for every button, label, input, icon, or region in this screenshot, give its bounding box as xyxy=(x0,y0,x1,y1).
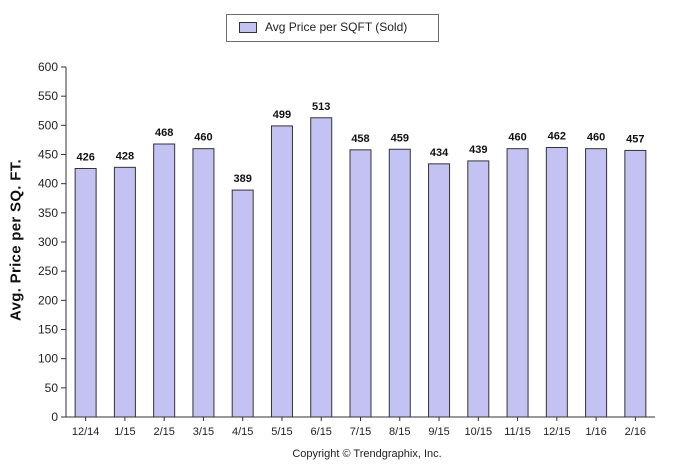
data-label: 460 xyxy=(587,132,605,144)
y-tick-label: 100 xyxy=(38,352,58,366)
y-tick-label: 500 xyxy=(38,118,58,132)
data-label: 513 xyxy=(312,101,330,113)
bar-2/16 xyxy=(624,149,647,418)
x-tick-label: 4/15 xyxy=(232,426,253,438)
y-tick-label: 350 xyxy=(38,206,58,220)
bar-5/15 xyxy=(270,125,293,418)
data-label: 434 xyxy=(430,147,449,159)
data-label: 426 xyxy=(76,152,94,164)
copyright-footer: Copyright © Trendgraphix, Inc. xyxy=(292,448,442,460)
x-tick-label: 11/15 xyxy=(504,426,531,438)
y-tick-label: 200 xyxy=(38,293,58,307)
x-tick-label: 2/16 xyxy=(625,426,646,438)
y-tick-label: 400 xyxy=(38,177,58,191)
data-label: 459 xyxy=(391,132,409,144)
bar-11/15 xyxy=(506,148,529,418)
data-label: 462 xyxy=(548,131,566,143)
bar-12/14 xyxy=(74,168,97,418)
x-tick-label: 2/15 xyxy=(153,426,174,438)
x-tick-label: 7/15 xyxy=(350,426,371,438)
data-label: 458 xyxy=(351,133,369,145)
data-label: 428 xyxy=(116,150,134,162)
x-tick-label: 3/15 xyxy=(193,426,214,438)
y-axis-label: Avg. Price per SQ. FT. xyxy=(7,159,25,321)
x-tick-label: 12/14 xyxy=(72,426,100,438)
axes-group: 12/14 1/15 2/15 3/15 4/15 5/15 6/15 7/15 8/15 9/1… xyxy=(38,60,655,438)
bar-10/15 xyxy=(467,160,490,418)
x-tick-label: 10/15 xyxy=(465,426,493,438)
data-label: 457 xyxy=(626,133,644,145)
data-label: 439 xyxy=(469,144,487,156)
bar-7/15 xyxy=(349,149,372,418)
x-tick-label: 1/15 xyxy=(114,426,135,438)
x-tick-label: 6/15 xyxy=(311,426,332,438)
data-label: 389 xyxy=(234,173,252,185)
data-label: 460 xyxy=(508,132,526,144)
bar-1/15 xyxy=(113,166,136,418)
bar-9/15 xyxy=(428,163,451,418)
y-tick-label: 300 xyxy=(38,235,58,249)
bar-12/15 xyxy=(545,147,568,418)
y-tick-label: 150 xyxy=(38,323,58,337)
bars-group xyxy=(74,117,647,418)
legend-label: Avg Price per SQFT (Sold) xyxy=(265,20,408,34)
y-tick-label: 50 xyxy=(45,381,59,395)
y-tick-label: 550 xyxy=(38,89,58,103)
bar-1/16 xyxy=(585,148,608,418)
y-tick-label: 250 xyxy=(38,264,58,278)
data-label: 499 xyxy=(273,109,291,121)
data-label: 468 xyxy=(155,127,173,139)
y-tick-label: 600 xyxy=(38,60,58,74)
x-tick-label: 8/15 xyxy=(389,426,410,438)
x-tick-label: 9/15 xyxy=(428,426,449,438)
bar-3/15 xyxy=(192,148,215,418)
y-tick-label: 450 xyxy=(38,148,58,162)
legend-swatch xyxy=(239,22,257,33)
bar-4/15 xyxy=(231,189,254,418)
legend: Avg Price per SQFT (Sold) xyxy=(226,14,439,42)
x-tick-label: 5/15 xyxy=(271,426,292,438)
bar-6/15 xyxy=(310,117,333,418)
bar-8/15 xyxy=(388,148,411,418)
x-tick-label: 1/16 xyxy=(585,426,606,438)
data-labels-group: 426 428 468 460 389 499 513 458 459 434 439 460 462 4… xyxy=(76,101,644,185)
bar-2/15 xyxy=(153,143,176,418)
x-tick-label: 12/15 xyxy=(543,426,571,438)
data-label: 460 xyxy=(194,132,212,144)
y-tick-label: 0 xyxy=(51,410,58,424)
